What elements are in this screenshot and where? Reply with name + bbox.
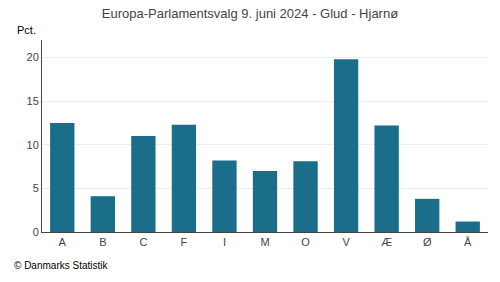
- svg-text:20: 20: [27, 51, 39, 63]
- svg-text:V: V: [342, 236, 350, 248]
- svg-text:Ø: Ø: [423, 236, 432, 248]
- svg-text:0: 0: [33, 226, 39, 238]
- svg-text:Æ: Æ: [381, 236, 392, 248]
- svg-text:F: F: [181, 236, 188, 248]
- svg-text:C: C: [139, 236, 147, 248]
- svg-text:Pct.: Pct.: [17, 24, 36, 36]
- svg-text:O: O: [301, 236, 310, 248]
- svg-text:10: 10: [27, 139, 39, 151]
- svg-text:I: I: [223, 236, 226, 248]
- svg-text:A: A: [59, 236, 67, 248]
- svg-text:© Danmarks Statistik: © Danmarks Statistik: [14, 260, 109, 271]
- svg-text:Å: Å: [464, 236, 472, 248]
- svg-text:Europa-Parlamentsvalg 9. juni: Europa-Parlamentsvalg 9. juni 2024 - Glu…: [102, 6, 398, 21]
- svg-text:5: 5: [33, 182, 39, 194]
- svg-text:M: M: [260, 236, 269, 248]
- svg-text:B: B: [99, 236, 106, 248]
- svg-text:15: 15: [27, 95, 39, 107]
